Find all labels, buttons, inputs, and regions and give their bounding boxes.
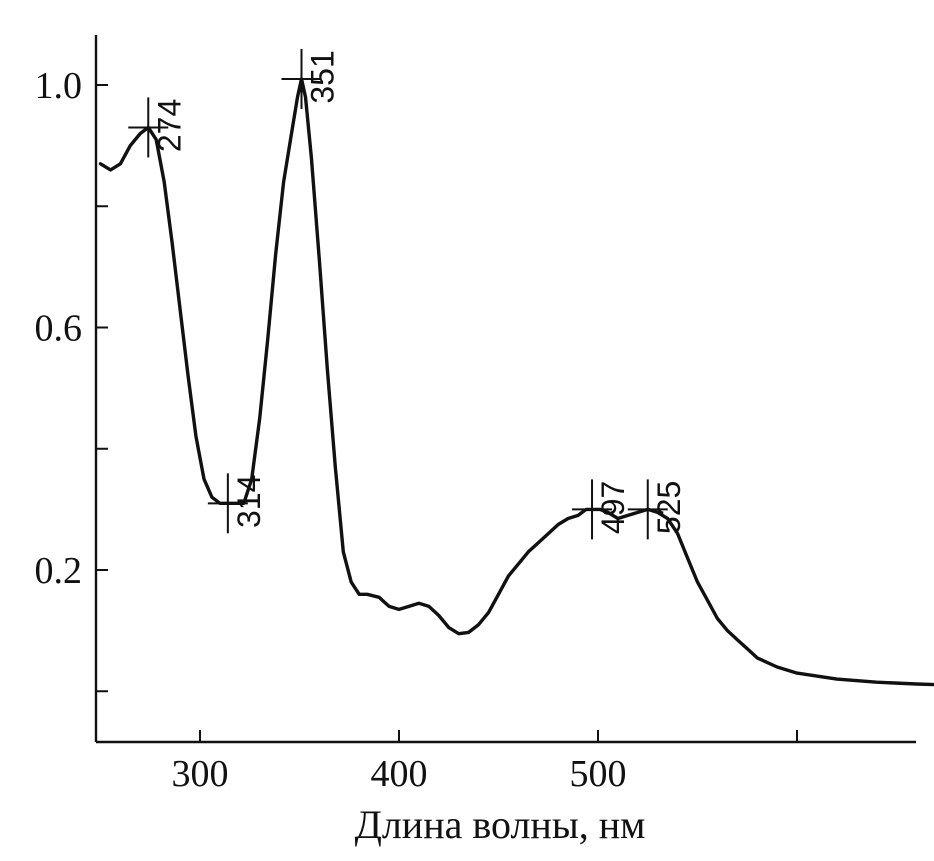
peak-marker-351: 351: [281, 48, 340, 109]
y-tick-label: 0.2: [35, 550, 83, 592]
peak-label: 314: [231, 475, 267, 528]
series-line: [98, 77, 934, 687]
peak-marker-314: 314: [207, 473, 267, 534]
peak-markers: 274 351 314 497 525: [128, 48, 687, 540]
axes: [94, 35, 916, 744]
peak-label: 274: [151, 99, 187, 152]
peak-marker-525: 525: [627, 479, 687, 540]
peak-marker-274: 274: [128, 97, 187, 158]
peak-label: 497: [595, 481, 631, 534]
x-tick-label: 300: [172, 753, 229, 795]
peak-marker-497: 497: [572, 479, 631, 540]
y-tick-label: 0.6: [35, 308, 83, 350]
ticks: [96, 84, 798, 742]
x-tick-label: 500: [570, 753, 627, 795]
peak-label: 525: [651, 481, 687, 534]
x-axis-label: Длина волны, нм: [355, 802, 646, 847]
tick-labels: 300 400 500 0.2 0.6 1.0: [35, 65, 627, 795]
x-tick-label: 400: [371, 753, 428, 795]
y-tick-label: 1.0: [35, 65, 83, 107]
peak-label: 351: [304, 50, 340, 103]
